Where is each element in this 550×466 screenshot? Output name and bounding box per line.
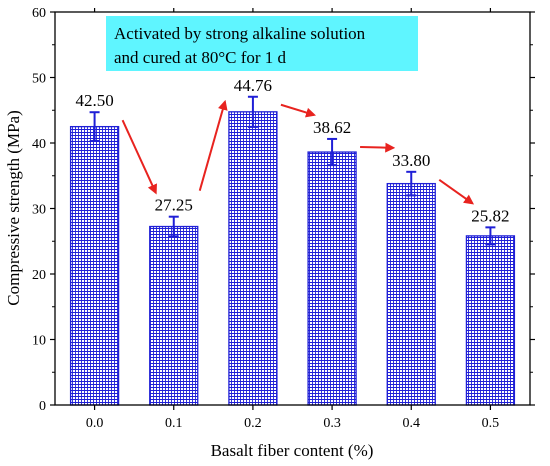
annotation-box — [106, 16, 418, 71]
x-axis-label: Basalt fiber content (%) — [211, 441, 374, 460]
trend-arrow — [360, 142, 396, 153]
bar — [228, 111, 278, 406]
trend-arrow — [280, 103, 316, 118]
trend-arrow — [438, 179, 475, 205]
bar — [465, 235, 516, 406]
bar-value-label: 25.82 — [471, 206, 509, 225]
bar-value-label: 44.76 — [234, 76, 272, 95]
y-tick-label: 50 — [32, 72, 46, 87]
trend-arrow — [121, 119, 157, 195]
annotation-line-1: Activated by strong alkaline solution — [114, 24, 366, 43]
y-tick-label: 60 — [32, 6, 46, 21]
bar-value-label: 33.80 — [392, 151, 430, 170]
bar — [69, 125, 120, 406]
x-axis: 0.0 0.1 0.2 0.3 0.4 0.5 — [86, 8, 499, 431]
data-labels-group: 42.50 27.25 44.76 38.62 33.80 25.82 — [75, 76, 509, 226]
y-axis-label: Compressive strength (MPa) — [4, 110, 23, 305]
y-axis: 0 10 20 30 40 50 60 — [32, 6, 535, 414]
y-tick-label: 40 — [32, 137, 46, 152]
x-tick-label: 0.2 — [244, 416, 262, 431]
y-tick-label: 20 — [32, 268, 46, 283]
annotation-line-2: and cured at 80°C for 1 d — [114, 48, 287, 67]
bar-value-label: 38.62 — [313, 118, 351, 137]
y-tick-label: 10 — [32, 334, 46, 349]
bar — [149, 225, 199, 406]
trend-arrow — [198, 99, 228, 191]
bar-value-label: 27.25 — [155, 196, 193, 215]
x-tick-label: 0.1 — [165, 416, 183, 431]
x-tick-label: 0.3 — [323, 416, 341, 431]
bar-value-label: 42.50 — [75, 91, 113, 110]
x-tick-label: 0.5 — [482, 416, 500, 431]
x-tick-label: 0.4 — [403, 416, 421, 431]
error-bars-group — [89, 95, 496, 246]
chart-annotation: Activated by strong alkaline solution an… — [106, 16, 418, 71]
bars-group — [69, 111, 516, 406]
bar — [307, 151, 357, 406]
y-tick-label: 30 — [32, 203, 46, 218]
bar — [386, 182, 436, 406]
trend-arrows-group — [121, 99, 475, 205]
x-tick-label: 0.0 — [86, 416, 104, 431]
y-tick-label: 0 — [39, 399, 46, 414]
